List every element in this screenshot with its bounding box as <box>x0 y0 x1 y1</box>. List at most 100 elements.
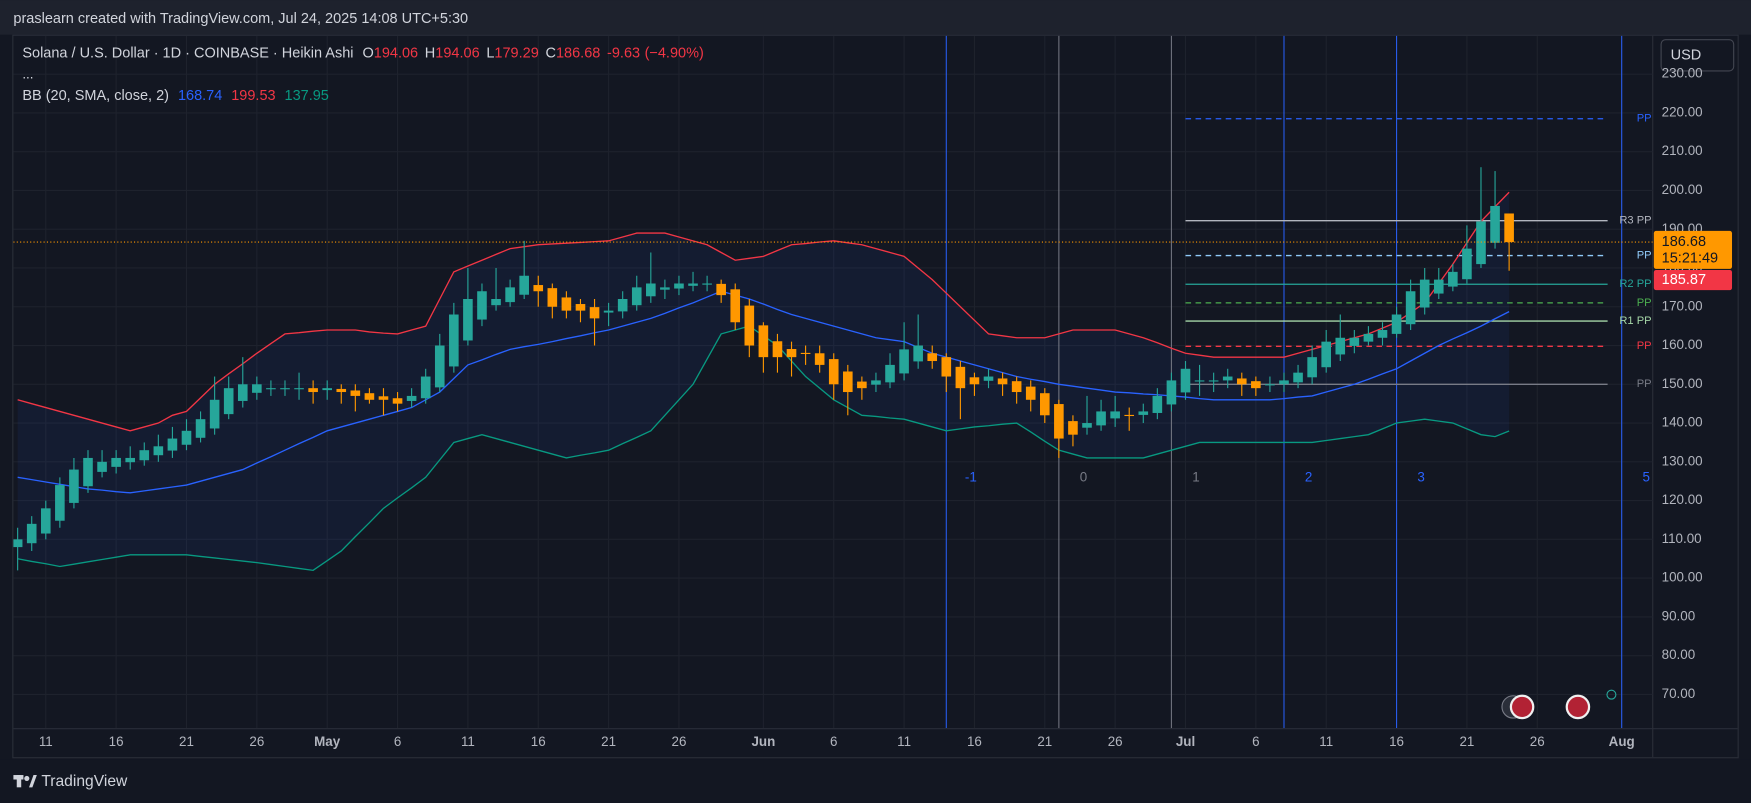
candle-body <box>83 457 93 487</box>
candle-body <box>603 310 614 313</box>
candle-body <box>1490 205 1500 243</box>
candle-body <box>955 366 966 389</box>
change-pct: (−4.90%) <box>645 45 704 61</box>
candle-body <box>1194 380 1205 382</box>
y-tick-label: 130.00 <box>1662 453 1703 468</box>
credit: praslearn created with TradingView.com, … <box>13 11 468 27</box>
candle-body <box>631 287 642 306</box>
x-tick-label: 26 <box>1108 734 1123 749</box>
candle-body <box>871 380 881 385</box>
last-price-box <box>1653 230 1733 269</box>
symbol: Solana / U.S. Dollar · 1D · COINBASE · H… <box>22 45 353 61</box>
candle-body <box>505 287 515 303</box>
candle-body <box>195 419 206 438</box>
ohlc-key: O <box>362 45 373 61</box>
candle-body <box>1279 380 1289 385</box>
candle-body <box>744 305 755 346</box>
brand-logo <box>13 775 37 788</box>
ohlc-value: 186.68 <box>556 45 600 61</box>
candle-body <box>420 376 431 399</box>
candle-body <box>941 357 952 377</box>
candle-body <box>153 446 164 456</box>
plot-layer <box>13 35 1653 729</box>
countdown-label: 15:21:49 <box>1662 251 1718 267</box>
candle-body <box>1433 279 1444 294</box>
footer <box>0 759 1751 803</box>
candle-body <box>1335 337 1346 355</box>
candle-body <box>322 388 332 391</box>
ohlc-value: 179.29 <box>494 45 538 61</box>
y-tick-label: 210.00 <box>1662 143 1703 158</box>
ohlc-value: 194.06 <box>374 45 418 61</box>
indicator-value: 137.95 <box>285 88 329 104</box>
last-price-label: 186.68 <box>1662 234 1706 250</box>
y-tick-label: 220.00 <box>1662 104 1703 119</box>
candle-body <box>491 298 501 306</box>
candle-body <box>660 287 670 290</box>
candle-body <box>294 388 304 390</box>
ohlc-key: L <box>486 45 494 61</box>
candle-body <box>1124 414 1135 417</box>
candle-body <box>449 314 459 367</box>
candle-body <box>561 297 572 311</box>
candle-body <box>111 457 121 467</box>
candle-body <box>1405 291 1416 325</box>
candle-body <box>1054 404 1064 439</box>
x-tick-label: 26 <box>672 734 687 749</box>
event-icon <box>1606 689 1617 700</box>
candle-body <box>167 438 178 451</box>
red-price-label: 185.87 <box>1662 272 1706 288</box>
candle-body <box>1096 411 1106 426</box>
candle-body <box>280 388 290 390</box>
x-tick-label: 16 <box>1389 734 1404 749</box>
candle-body <box>519 275 529 295</box>
x-tick-label: 26 <box>1530 734 1545 749</box>
candle-body <box>1236 378 1247 385</box>
candle-body <box>1180 368 1191 393</box>
y-tick-label: 230.00 <box>1662 66 1703 81</box>
ohlc-value: 194.06 <box>435 45 479 61</box>
candle-body <box>364 393 375 400</box>
candle-body <box>814 353 825 365</box>
candle-body <box>223 388 234 415</box>
x-tick-label: 11 <box>897 734 911 749</box>
candle-body <box>1068 421 1078 435</box>
candle-body <box>716 283 726 296</box>
indicator-value: 199.53 <box>231 88 275 104</box>
y-tick-label: 110.00 <box>1662 531 1702 546</box>
candle-body <box>1110 411 1120 419</box>
candle-body <box>533 285 544 292</box>
candle-body <box>69 469 79 503</box>
top-bar <box>0 0 1751 35</box>
x-tick-label: 16 <box>109 734 124 749</box>
x-tick-label: 11 <box>1319 734 1333 749</box>
candle-body <box>1082 423 1092 428</box>
candle-body <box>40 508 51 534</box>
y-tick-label: 70.00 <box>1662 686 1696 701</box>
candle-body <box>1349 337 1360 346</box>
candle-body <box>646 283 656 297</box>
candle-body <box>983 376 994 381</box>
candle-body <box>13 539 23 548</box>
more: ... <box>22 66 33 81</box>
chart-frame <box>12 34 1739 759</box>
red-price-box <box>1653 270 1733 291</box>
candle-body <box>209 399 220 429</box>
candle-body <box>1025 386 1036 400</box>
event-icons <box>1501 689 1617 720</box>
candle-body <box>674 283 684 289</box>
x-tick-label: 6 <box>830 734 837 749</box>
candle-body <box>730 289 741 323</box>
candle-body <box>266 388 276 390</box>
candle-body <box>1166 380 1177 405</box>
candle-body <box>772 341 783 358</box>
pivot-label: R2 PP <box>1619 278 1651 290</box>
x-tick-label: 11 <box>461 734 475 749</box>
candle-body <box>1391 314 1402 334</box>
currency-button[interactable] <box>1660 39 1735 72</box>
candle-body <box>181 430 192 445</box>
candle-body <box>589 307 600 319</box>
candle-body <box>237 384 248 401</box>
candle-body <box>55 485 65 521</box>
candle-body <box>336 388 347 393</box>
